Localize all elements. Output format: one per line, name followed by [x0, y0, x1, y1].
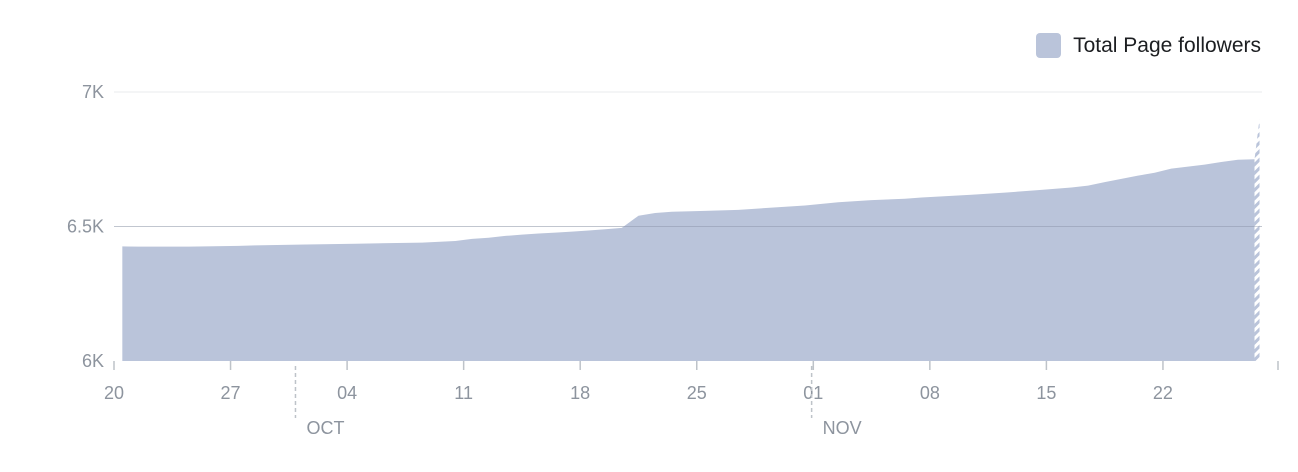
y-tick-label: 6.5K — [67, 217, 104, 237]
area-fill — [122, 159, 1255, 361]
month-label: OCT — [306, 418, 344, 438]
x-tick-label: 01 — [803, 383, 823, 403]
y-tick-label: 7K — [82, 82, 104, 102]
x-tick-label: 11 — [454, 383, 473, 403]
x-tick-label: 15 — [1036, 383, 1056, 403]
month-label: NOV — [823, 418, 862, 438]
x-tick-label: 20 — [104, 383, 124, 403]
projected-area — [1254, 118, 1260, 362]
y-tick-label: 6K — [82, 351, 104, 371]
x-tick-label: 08 — [920, 383, 940, 403]
x-tick-label: 22 — [1153, 383, 1173, 403]
x-tick-label: 25 — [687, 383, 707, 403]
legend-label: Total Page followers — [1073, 33, 1261, 57]
x-tick-label: 04 — [337, 383, 357, 403]
area-series — [114, 118, 1262, 362]
x-tick-label: 27 — [221, 383, 241, 403]
y-axis: 6K 6.5K 7K — [67, 82, 104, 371]
x-axis: 20 27 04 11 18 25 01 08 15 22 OCT NOV — [104, 361, 1279, 438]
legend-swatch — [1036, 33, 1062, 58]
x-tick-label: 18 — [570, 383, 590, 403]
legend[interactable]: Total Page followers — [1036, 33, 1261, 58]
